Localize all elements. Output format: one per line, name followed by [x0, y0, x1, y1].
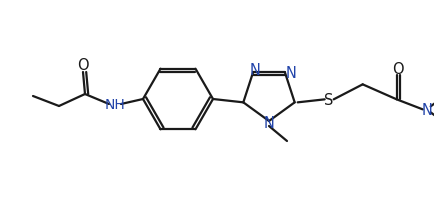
Text: N: N — [249, 62, 260, 77]
Text: N: N — [420, 102, 431, 117]
Text: O: O — [77, 58, 89, 73]
Text: S: S — [323, 92, 332, 107]
Text: NH: NH — [105, 98, 125, 111]
Text: N: N — [263, 116, 274, 131]
Text: N: N — [285, 65, 296, 80]
Text: O: O — [391, 62, 403, 76]
